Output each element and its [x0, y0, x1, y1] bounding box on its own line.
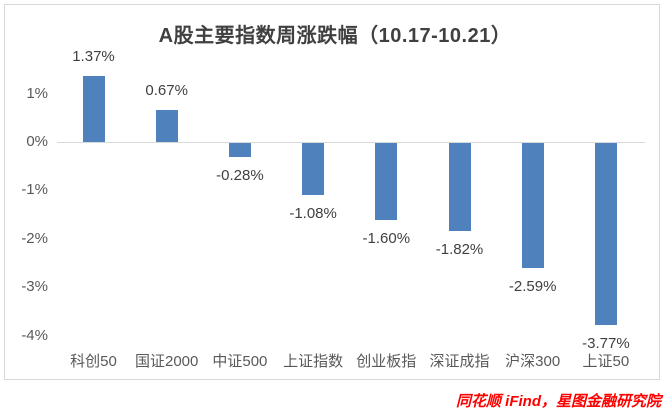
bar: [228, 143, 251, 157]
y-tick-label: 1%: [26, 84, 48, 102]
x-category-label: 科创50: [70, 353, 117, 370]
bar-value-label: -2.59%: [508, 278, 557, 296]
source-note: 同花顺 iFind，星图金融研究院: [456, 393, 661, 410]
bar-value-label: -1.08%: [289, 205, 337, 223]
y-tick-label: -4%: [21, 326, 48, 344]
bar-value-label: 1.37%: [72, 47, 115, 65]
x-category-label: 沪深300: [505, 353, 561, 370]
y-tick-label: -2%: [21, 229, 48, 247]
x-category-label: 上证50: [582, 353, 630, 370]
zero-axis-line: [57, 142, 645, 143]
x-category-label: 上证指数: [283, 353, 344, 370]
bar: [155, 109, 178, 142]
bar-value-label: 0.67%: [145, 81, 188, 99]
bar-value-label: -3.77%: [582, 335, 630, 353]
bar: [448, 143, 471, 232]
y-tick-label: 0%: [26, 133, 48, 150]
y-tick-label: -1%: [21, 181, 48, 199]
bar-value-label: -0.28%: [216, 166, 264, 184]
bar: [521, 143, 544, 269]
x-category-label: 深证成指: [429, 353, 490, 370]
bar: [594, 143, 617, 326]
bar: [302, 143, 325, 196]
bar: [375, 143, 398, 221]
bar: [82, 75, 105, 142]
y-tick-label: -3%: [21, 278, 48, 296]
x-category-label: 创业板指: [356, 353, 417, 370]
x-category-label: 中证500: [212, 353, 268, 370]
bar-value-label: -1.82%: [435, 241, 484, 259]
chart-title: A股主要指数周涨跌幅（10.17-10.21）: [158, 25, 512, 47]
chart-border-box: [4, 4, 660, 380]
x-category-label: 国证2000: [135, 353, 199, 370]
bar-value-label: -1.60%: [362, 230, 411, 248]
